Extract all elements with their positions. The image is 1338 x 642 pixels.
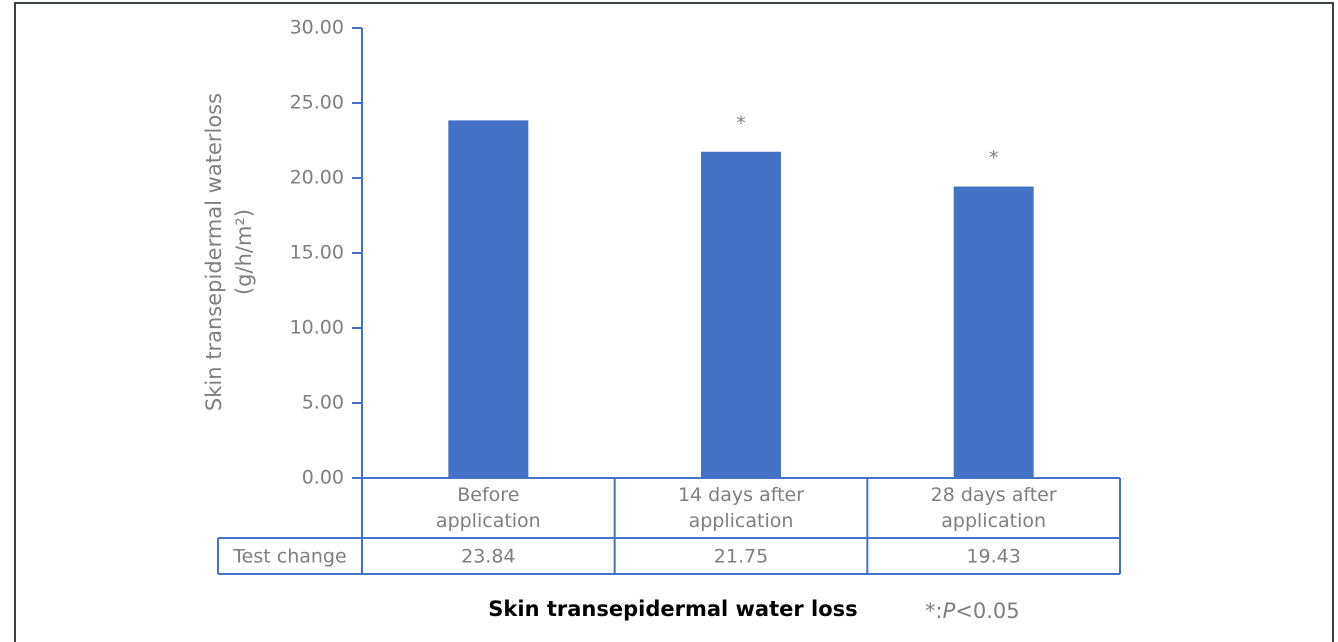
bar xyxy=(448,120,529,479)
table-row-label: Test change xyxy=(232,546,346,568)
footnote-part: <0.05 xyxy=(955,599,1019,623)
footnote-part: P xyxy=(943,599,956,623)
x-tick-label: Before application xyxy=(435,484,541,532)
x-tick-label: 14 days after application xyxy=(677,484,805,532)
y-axis-label-line: Skin transepidermal waterloss xyxy=(202,93,226,411)
bar xyxy=(953,186,1034,479)
significance-mark: * xyxy=(736,112,746,134)
y-tick-label: 15.00 xyxy=(290,242,344,264)
footnote-part: *: xyxy=(925,599,943,623)
table-value: 23.84 xyxy=(461,546,515,568)
y-axis-label: Skin transepidermal waterloss (g/h/m²) xyxy=(202,93,256,411)
y-tick-label: 20.00 xyxy=(290,167,344,189)
y-tick-label: 10.00 xyxy=(290,317,344,339)
footnote: *:P<0.05 xyxy=(925,599,1020,623)
x-tick-label: 28 days after application xyxy=(930,484,1057,532)
bar xyxy=(701,151,781,478)
y-tick-label: 0.00 xyxy=(302,467,344,489)
y-tick-label: 25.00 xyxy=(290,92,344,114)
frame xyxy=(14,2,1334,642)
table-value: 21.75 xyxy=(714,546,768,568)
significance-mark: * xyxy=(989,147,999,169)
y-tick-label: 5.00 xyxy=(302,392,344,414)
y-axis-label-line: (g/h/m²) xyxy=(232,209,256,295)
table-value: 19.43 xyxy=(966,546,1020,568)
y-tick-label: 30.00 xyxy=(290,17,344,39)
chart-title: Skin transepidermal water loss xyxy=(488,597,857,621)
